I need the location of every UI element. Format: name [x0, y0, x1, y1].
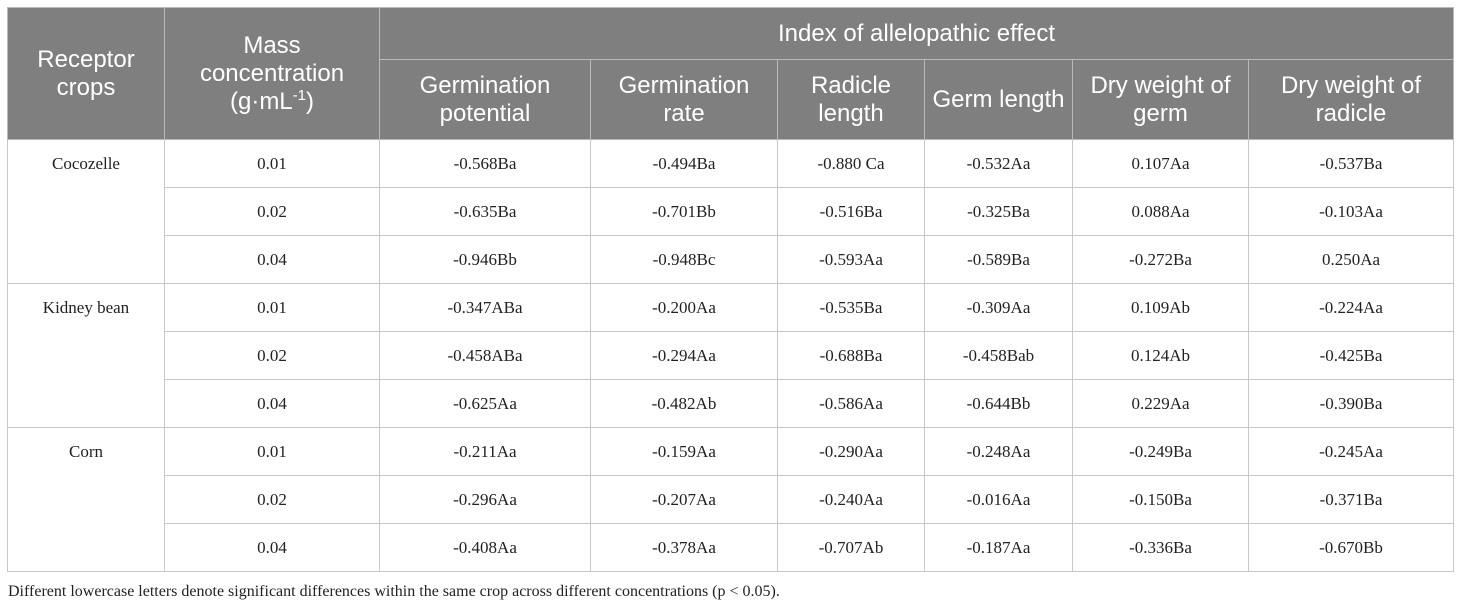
value-cell: -0.644Bb: [924, 379, 1073, 428]
header-receptor-crops: Receptor crops: [7, 7, 165, 140]
column-header: Radicle length: [777, 59, 925, 140]
table-row: 0.04 -0.408Aa -0.378Aa -0.707Ab -0.187Aa -0.3…: [8, 523, 1455, 572]
column-header: Germination potential: [379, 59, 591, 140]
crop-name-cell: Cocozelle: [7, 139, 165, 284]
value-cell: -0.207Aa: [590, 475, 778, 524]
table-row: 0.02 -0.635Ba -0.701Bb -0.516Ba -0.325Ba 0.08…: [8, 187, 1455, 236]
sub-header-row: Germination potential Germination rate Rad…: [8, 59, 1455, 140]
value-cell: -0.249Ba: [1072, 427, 1249, 476]
unit-suffix: ): [306, 87, 314, 115]
concentration-cell: 0.01: [164, 139, 380, 188]
allelopathy-table-container: Receptor crops Mass concentration (g·mL-…: [7, 7, 1455, 572]
value-cell: -0.371Ba: [1247, 475, 1455, 524]
value-cell: -0.458Bab: [924, 331, 1073, 380]
value-cell: 0.250Aa: [1247, 235, 1455, 284]
value-cell: -0.635Ba: [379, 187, 591, 236]
concentration-cell: 0.02: [164, 187, 380, 236]
column-header: Germ length: [924, 59, 1073, 140]
header-mass-concentration: Mass concentration (g·mL-1): [164, 7, 380, 140]
value-cell: -0.200Aa: [590, 283, 778, 332]
table-footnote: Different lowercase letters denote signi…: [8, 583, 780, 600]
crop-name-cell: Corn: [7, 427, 165, 572]
value-cell: 0.109Ab: [1072, 283, 1249, 332]
table-row: Corn 0.01 -0.211Aa -0.159Aa -0.290Aa -0.248Aa…: [7, 427, 1455, 572]
table-row: 0.04 -0.625Aa -0.482Ab -0.586Aa -0.644Bb 0.22…: [8, 379, 1455, 428]
value-cell: -0.568Ba: [379, 139, 591, 188]
value-cell: 0.124Ab: [1072, 331, 1249, 380]
value-cell: -0.701Bb: [590, 187, 778, 236]
value-cell: -0.589Ba: [924, 235, 1073, 284]
value-cell: -0.103Aa: [1247, 187, 1455, 236]
value-cell: -0.248Aa: [924, 427, 1073, 476]
value-cell: -0.390Ba: [1247, 379, 1455, 428]
table-row: 0.02 -0.296Aa -0.207Aa -0.240Aa -0.016Aa -0.1…: [8, 475, 1455, 524]
value-cell: -0.187Aa: [924, 523, 1073, 572]
value-cell: 0.107Aa: [1072, 139, 1249, 188]
value-cell: -0.880 Ca: [777, 139, 925, 188]
value-cell: -0.625Aa: [379, 379, 591, 428]
value-cell: -0.211Aa: [379, 427, 591, 476]
crop-name-cell: Kidney bean: [7, 283, 165, 428]
value-cell: -0.309Aa: [924, 283, 1073, 332]
column-header: Dry weight of germ: [1072, 59, 1249, 140]
value-cell: -0.290Aa: [777, 427, 925, 476]
column-header: Germination rate: [590, 59, 778, 140]
concentration-cell: 0.01: [164, 283, 380, 332]
value-cell: -0.593Aa: [777, 235, 925, 284]
header-index-group: Index of allelopathic effect: [378, 7, 1455, 60]
concentration-cell: 0.04: [164, 379, 380, 428]
table-row: Kidney bean 0.01 -0.347ABa -0.200Aa -0.535Ba…: [7, 283, 1455, 428]
value-cell: -0.325Ba: [924, 187, 1073, 236]
value-cell: -0.016Aa: [924, 475, 1073, 524]
value-cell: -0.296Aa: [379, 475, 591, 524]
value-cell: -0.150Ba: [1072, 475, 1249, 524]
table-row: 0.02 -0.458ABa -0.294Aa -0.688Ba -0.458Bab 0.…: [8, 331, 1455, 380]
value-cell: -0.586Aa: [777, 379, 925, 428]
value-cell: -0.670Bb: [1247, 523, 1455, 572]
value-cell: 0.088Aa: [1072, 187, 1249, 236]
value-cell: 0.229Aa: [1072, 379, 1249, 428]
value-cell: -0.240Aa: [777, 475, 925, 524]
value-cell: -0.159Aa: [590, 427, 778, 476]
value-cell: -0.378Aa: [590, 523, 778, 572]
value-cell: -0.347ABa: [379, 283, 591, 332]
value-cell: -0.494Ba: [590, 139, 778, 188]
value-cell: -0.408Aa: [379, 523, 591, 572]
concentration-cell: 0.04: [164, 235, 380, 284]
concentration-cell: 0.01: [164, 427, 380, 476]
value-cell: -0.707Ab: [777, 523, 925, 572]
value-cell: -0.272Ba: [1072, 235, 1249, 284]
concentration-cell: 0.04: [164, 523, 380, 572]
value-cell: -0.946Bb: [379, 235, 591, 284]
value-cell: -0.688Ba: [777, 331, 925, 380]
value-cell: -0.948Bc: [590, 235, 778, 284]
value-cell: -0.516Ba: [777, 187, 925, 236]
column-header: Dry weight of radicle: [1247, 59, 1455, 140]
table-row: Cocozelle 0.01 -0.568Ba -0.494Ba -0.880 Ca -0…: [7, 139, 1455, 284]
table-header: Receptor crops Mass concentration (g·mL-…: [7, 7, 1455, 140]
value-cell: -0.535Ba: [777, 283, 925, 332]
value-cell: -0.458ABa: [379, 331, 591, 380]
unit-superscript: -1: [292, 86, 306, 104]
allelopathy-table: Receptor crops Mass concentration (g·mL-…: [7, 7, 1455, 572]
value-cell: -0.532Aa: [924, 139, 1073, 188]
table-row: 0.04 -0.946Bb -0.948Bc -0.593Aa -0.589Ba -0.2…: [8, 235, 1455, 284]
value-cell: -0.482Ab: [590, 379, 778, 428]
concentration-cell: 0.02: [164, 331, 380, 380]
unit-prefix: (g·mL: [229, 87, 293, 115]
value-cell: -0.425Ba: [1247, 331, 1455, 380]
value-cell: -0.537Ba: [1247, 139, 1455, 188]
concentration-cell: 0.02: [164, 475, 380, 524]
value-cell: -0.294Aa: [590, 331, 778, 380]
table-body: Cocozelle 0.01 -0.568Ba -0.494Ba -0.880 Ca -0…: [7, 139, 1455, 572]
mass-concentration-label: Mass concentration: [199, 31, 345, 87]
value-cell: -0.245Aa: [1247, 427, 1455, 476]
value-cell: -0.224Aa: [1247, 283, 1455, 332]
value-cell: -0.336Ba: [1072, 523, 1249, 572]
